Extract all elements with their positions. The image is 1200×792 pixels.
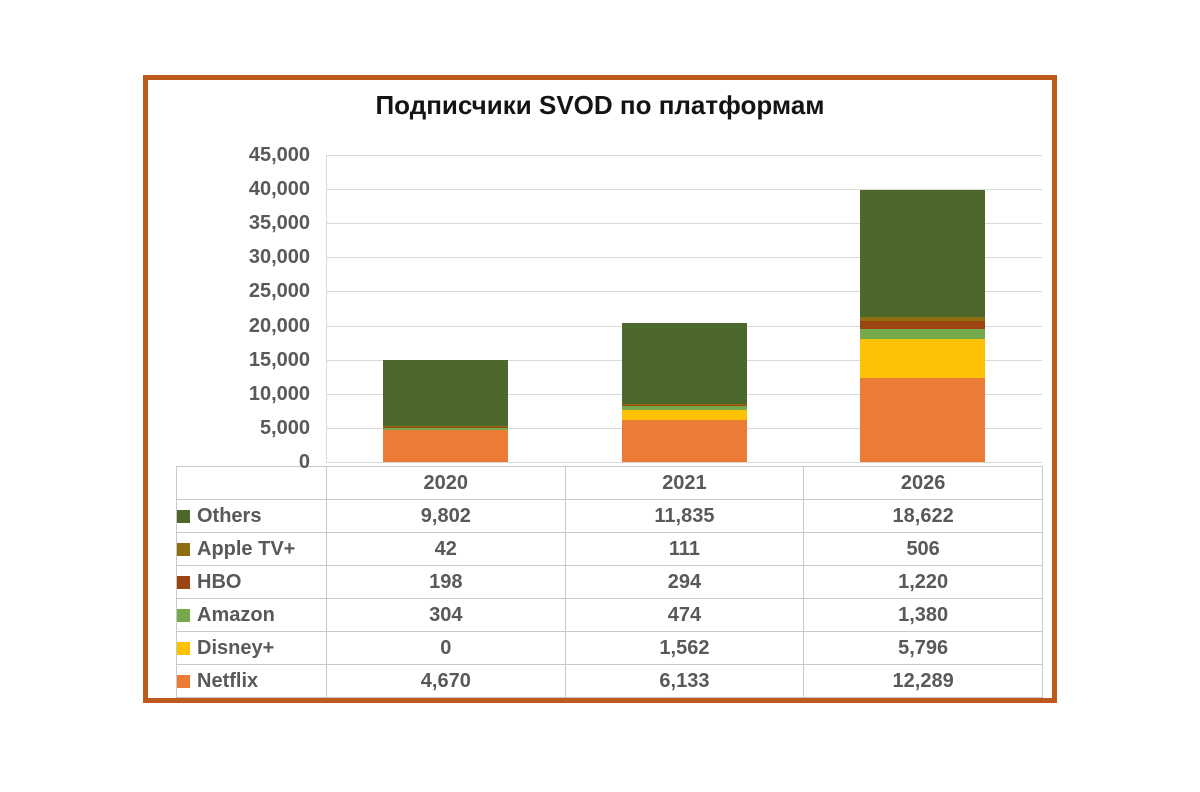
bar-segment-amazon-2020 <box>382 428 508 431</box>
bar-segment-apple-tv--2026 <box>860 317 986 321</box>
table-value-2021: 294 <box>564 565 805 599</box>
legend-swatch-icon-amazon <box>177 608 190 622</box>
gridline-0 <box>326 462 1042 463</box>
chart-title: Подписчики SVOD по платформам <box>375 90 825 120</box>
bar-2026 <box>860 155 986 462</box>
table-value-2020: 9,802 <box>326 499 566 533</box>
legend-label-cell: Netflix <box>176 664 327 698</box>
table-value-2020: 198 <box>326 565 566 599</box>
table-value-2020: 42 <box>326 532 566 566</box>
legend-label-cell: Disney+ <box>176 631 327 665</box>
y-tick-label-10000: 10,000 <box>248 382 310 405</box>
bar-segment-disney--2021 <box>621 409 747 421</box>
bar-segment-others-2021 <box>621 322 747 404</box>
bar-segment-netflix-2026 <box>860 378 986 462</box>
gridline-30000 <box>326 257 1042 259</box>
table-row-disney-: Disney+ 0 1,562 5,796 <box>176 631 1043 665</box>
table-row-netflix: Netflix 4,670 6,133 12,289 <box>176 664 1043 698</box>
y-tick-label-15000: 15,000 <box>248 348 310 371</box>
table-value-2021: 11,835 <box>564 499 805 533</box>
y-tick-label-20000: 20,000 <box>248 314 310 337</box>
table-value-2026: 1,220 <box>803 565 1043 599</box>
bar-segment-netflix-2021 <box>621 420 747 462</box>
legend-label-cell: Apple TV+ <box>176 532 327 566</box>
bar-segment-netflix-2020 <box>382 430 508 462</box>
table-value-2020: 304 <box>326 598 566 632</box>
table-header-2021: 2021 <box>564 466 805 500</box>
bar-segment-hbo-2021 <box>621 404 747 407</box>
gridline-35000 <box>326 223 1042 225</box>
table-row-amazon: Amazon 304 474 1,380 <box>176 598 1043 632</box>
bar-segment-disney--2026 <box>860 338 986 379</box>
y-tick-label-25000: 25,000 <box>248 280 310 303</box>
chart-frame: Подписчики SVOD по платформам 2020 2021 … <box>143 75 1057 703</box>
legend-label-text: Apple TV+ <box>197 537 296 560</box>
table-value-2021: 111 <box>564 532 805 566</box>
table-value-2021: 1,562 <box>564 631 805 665</box>
legend-label-cell: Amazon <box>176 598 327 632</box>
legend-swatch-icon-hbo <box>177 575 190 589</box>
data-table: 2020 2021 2026 Others 9,802 11,835 18,622 Ap… <box>176 466 1043 698</box>
bar-segment-hbo-2026 <box>860 320 986 330</box>
gridline-45000 <box>326 155 1042 156</box>
legend-label-text: Netflix <box>197 669 259 692</box>
y-tick-label-40000: 40,000 <box>248 178 310 201</box>
bar-segment-others-2026 <box>860 190 986 318</box>
legend-label-text: Others <box>197 504 262 527</box>
legend-swatch-icon-others <box>177 509 190 523</box>
bar-2021 <box>621 155 747 462</box>
table-header-2026: 2026 <box>803 466 1043 500</box>
y-axis-line <box>326 155 327 462</box>
legend-swatch-icon-apple-tv- <box>177 542 190 556</box>
y-tick-label-45000: 45,000 <box>248 144 310 166</box>
legend-label-text: Disney+ <box>197 636 275 659</box>
y-tick-label-30000: 30,000 <box>248 246 310 269</box>
table-corner-blank <box>176 466 327 500</box>
plot-area <box>326 155 1042 463</box>
bar-segment-hbo-2020 <box>382 426 508 429</box>
legend-swatch-icon-netflix <box>177 674 190 688</box>
table-value-2020: 4,670 <box>326 664 566 698</box>
legend-label-text: Amazon <box>197 603 275 626</box>
table-value-2026: 18,622 <box>803 499 1043 533</box>
legend-label-cell: Others <box>176 499 327 533</box>
bar-segment-amazon-2021 <box>621 406 747 410</box>
table-value-2026: 5,796 <box>803 631 1043 665</box>
table-value-2020: 0 <box>326 631 566 665</box>
legend-label-text: HBO <box>197 570 242 593</box>
table-row-hbo: HBO 198 294 1,220 <box>176 565 1043 599</box>
table-value-2026: 12,289 <box>803 664 1043 698</box>
y-tick-label-5000: 5,000 <box>259 416 310 439</box>
legend-swatch-icon-disney- <box>177 641 190 655</box>
table-row-others: Others 9,802 11,835 18,622 <box>176 499 1043 533</box>
table-header-2020: 2020 <box>326 466 566 500</box>
table-value-2021: 6,133 <box>564 664 805 698</box>
gridline-40000 <box>326 189 1042 191</box>
y-tick-label-0: 0 <box>298 451 310 473</box>
bar-segment-amazon-2026 <box>860 329 986 339</box>
y-tick-label-35000: 35,000 <box>248 212 310 235</box>
gridline-25000 <box>326 291 1042 293</box>
table-row-apple-tv-: Apple TV+ 42 111 506 <box>176 532 1043 566</box>
bar-segment-apple-tv--2021 <box>621 403 747 405</box>
legend-label-cell: HBO <box>176 565 327 599</box>
table-value-2026: 506 <box>803 532 1043 566</box>
bar-2020 <box>382 155 508 462</box>
table-value-2026: 1,380 <box>803 598 1043 632</box>
bar-segment-others-2020 <box>382 359 508 427</box>
table-value-2021: 474 <box>564 598 805 632</box>
